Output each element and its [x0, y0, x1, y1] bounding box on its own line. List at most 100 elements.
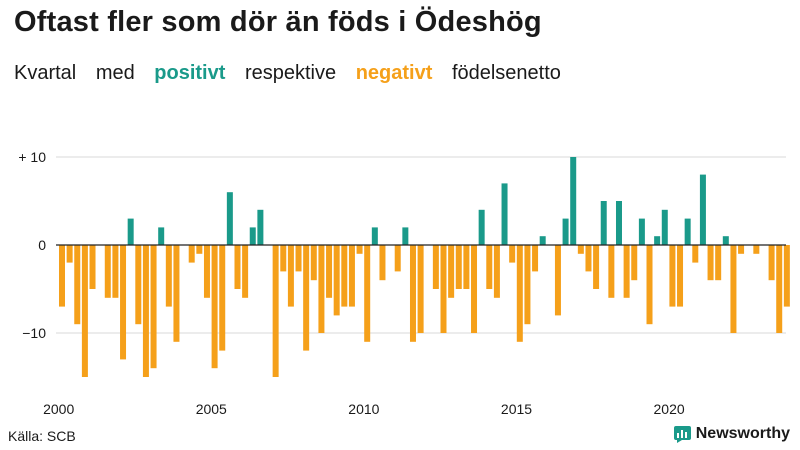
subtitle-negative-word: negativt [355, 62, 433, 84]
bar [295, 245, 302, 272]
bar [234, 245, 241, 289]
bar [608, 245, 615, 298]
y-tick-label: + 10 [18, 149, 46, 165]
bar [402, 227, 409, 245]
bar [776, 245, 783, 333]
bar [768, 245, 775, 281]
bar [661, 209, 668, 245]
bar [371, 227, 378, 245]
bar [669, 245, 676, 307]
bar [753, 245, 760, 254]
bar [463, 245, 470, 289]
bar [135, 245, 142, 325]
subtitle-text-2: med [95, 62, 135, 84]
bar [127, 218, 134, 245]
bar [219, 245, 226, 351]
x-tick-label: 2000 [43, 401, 74, 417]
bar [524, 245, 531, 325]
bar [623, 245, 630, 298]
bar [226, 192, 233, 245]
bar [501, 183, 508, 245]
bar [310, 245, 317, 281]
bar [539, 236, 546, 245]
bar [348, 245, 355, 307]
bar [600, 201, 607, 245]
bar [364, 245, 371, 342]
bar [203, 245, 210, 298]
bar [440, 245, 447, 333]
bar [684, 218, 691, 245]
bar [81, 245, 88, 377]
bars [59, 157, 790, 377]
bar [715, 245, 722, 281]
bar [173, 245, 180, 342]
bar [707, 245, 714, 281]
bar [532, 245, 539, 272]
bar [615, 201, 622, 245]
bar [257, 209, 264, 245]
bar [242, 245, 249, 298]
bar [730, 245, 737, 333]
bar [432, 245, 439, 289]
bar [303, 245, 310, 351]
bar [554, 245, 561, 316]
axes: + 10 0 −10 2000 2005 2010 2015 2020 [18, 149, 786, 417]
bar [150, 245, 157, 369]
bar [74, 245, 81, 325]
bar [577, 245, 584, 254]
bar [783, 245, 790, 307]
bar [318, 245, 325, 333]
bar [379, 245, 386, 281]
bar [631, 245, 638, 281]
bar [89, 245, 96, 289]
bar [692, 245, 699, 263]
bar [249, 227, 256, 245]
x-tick-label: 2005 [196, 401, 227, 417]
chart-title: Oftast fler som dör än föds i Ödeshög [14, 6, 542, 38]
bar [333, 245, 340, 316]
bar [486, 245, 493, 289]
bar [326, 245, 333, 298]
bar [356, 245, 363, 254]
bar [417, 245, 424, 333]
chart-subtitle: Kvartal med positivt respektive negativt… [14, 62, 575, 85]
x-tick-label: 2015 [501, 401, 532, 417]
bar [272, 245, 279, 377]
bar [738, 245, 745, 254]
bar [585, 245, 592, 272]
bar [699, 174, 706, 245]
bar [59, 245, 65, 307]
source-label: Källa: SCB [8, 428, 76, 444]
subtitle-text-1: Kvartal [14, 62, 77, 84]
bar [188, 245, 195, 263]
bar [394, 245, 401, 272]
brand-name: Newsworthy [695, 425, 790, 442]
brand-logo: Newsworthy [673, 425, 790, 443]
bar [722, 236, 729, 245]
bar [211, 245, 218, 369]
bar [493, 245, 500, 298]
bar [654, 236, 661, 245]
bar [158, 227, 165, 245]
bar [455, 245, 462, 289]
bar [478, 209, 485, 245]
x-tick-label: 2020 [654, 401, 685, 417]
bar [516, 245, 523, 342]
bar [341, 245, 348, 307]
y-tick-label: −10 [22, 325, 46, 341]
bar [638, 218, 645, 245]
bar [287, 245, 294, 307]
newsworthy-logo-icon [673, 425, 691, 443]
bar [448, 245, 455, 298]
x-tick-label: 2010 [348, 401, 379, 417]
subtitle-text-3: respektive [244, 62, 337, 84]
bar [471, 245, 478, 333]
bar [66, 245, 73, 263]
bar [104, 245, 111, 298]
bar [593, 245, 600, 289]
bar [165, 245, 172, 307]
bar [142, 245, 149, 377]
bar [120, 245, 127, 360]
bar [646, 245, 653, 325]
bar [196, 245, 203, 254]
